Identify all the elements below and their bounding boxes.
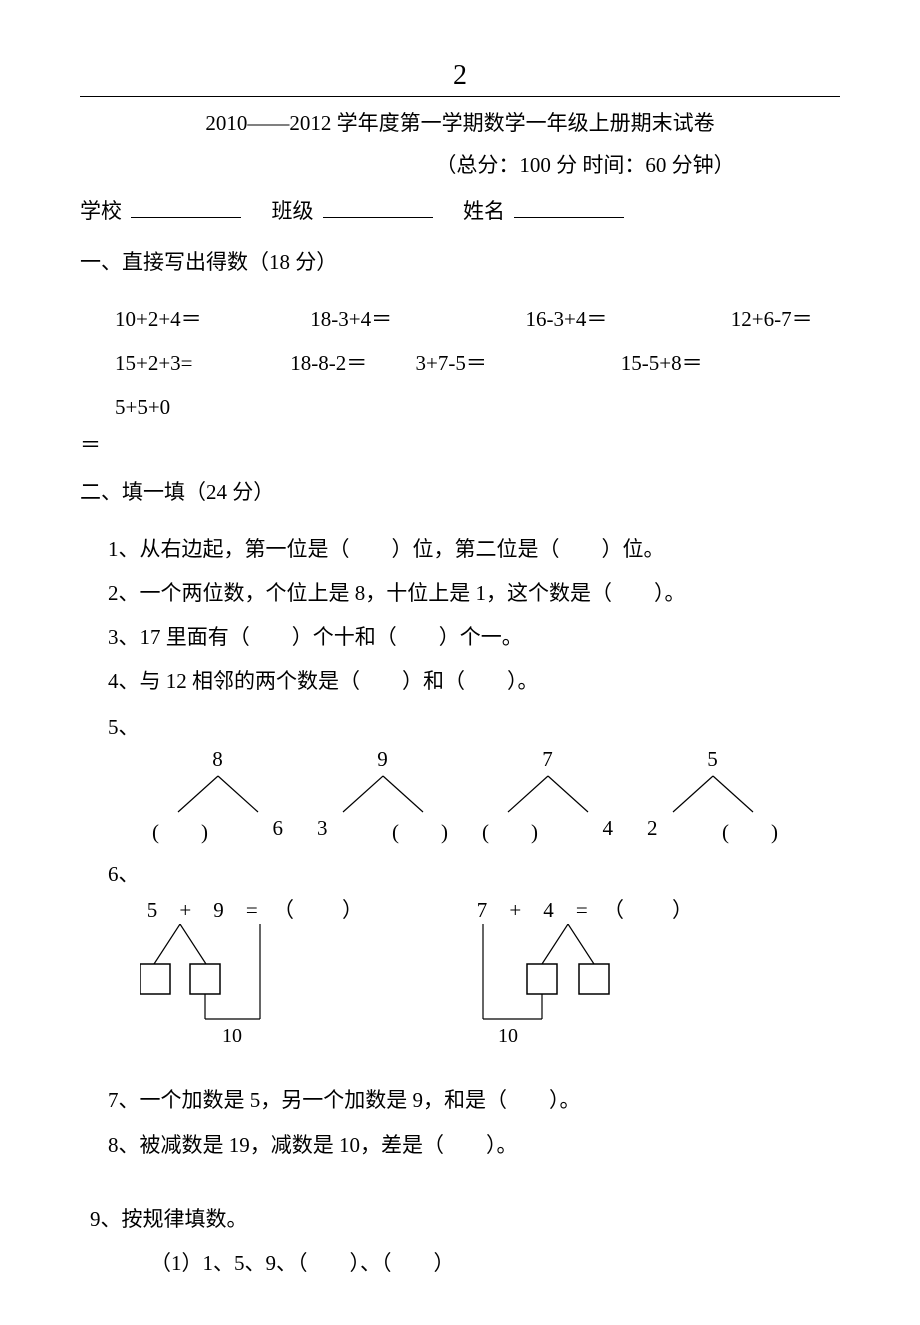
name-label: 姓名 bbox=[463, 199, 505, 223]
bond-2: 9 3 ( ) bbox=[315, 747, 450, 846]
exam-subtitle: （总分：100 分 时间：60 分钟） bbox=[80, 149, 840, 179]
q9-label: 9、按规律填数。 bbox=[80, 1197, 840, 1241]
bond-3-right: 4 bbox=[603, 816, 614, 846]
q4: 4、与 12 相邻的两个数是（ ）和（ ）。 bbox=[80, 659, 840, 703]
bond-3: 7 ( ) 4 bbox=[480, 747, 615, 846]
eq2-svg: 10 bbox=[470, 924, 730, 1054]
bond-4-left: 2 bbox=[647, 816, 658, 846]
q5-label: 5、 bbox=[80, 711, 840, 741]
bond-split-icon bbox=[658, 774, 768, 814]
eq1-svg: 10 bbox=[140, 924, 400, 1054]
section1-row2: 15+2+3= 18-8-2＝ 3+7-5＝ 15-5+8＝ 5+5+0 bbox=[80, 341, 840, 429]
bond-4-top: 5 bbox=[645, 747, 780, 772]
s1-r1-d: 12+6-7＝ bbox=[731, 297, 813, 341]
bond-4-right: ( ) bbox=[722, 816, 778, 846]
exam-title: 2010——2012 学年度第一学期数学一年级上册期末试卷 bbox=[80, 107, 840, 137]
bond-2-top: 9 bbox=[315, 747, 450, 772]
q9-sub1: （1）1、5、9、（ ）、（ ） bbox=[80, 1241, 840, 1285]
bond-1-top: 8 bbox=[150, 747, 285, 772]
bond-split-icon bbox=[493, 774, 603, 814]
s1-r2-a: 15+2+3= bbox=[115, 341, 285, 385]
s1-r2-d: 15-5+8＝ bbox=[621, 341, 831, 385]
bond-1-right: 6 bbox=[273, 816, 284, 846]
q2: 2、一个两位数，个位上是 8，十位上是 1，这个数是（ ）。 bbox=[80, 571, 840, 615]
q5-bonds: 8 ( ) 6 9 3 ( ) 7 ( ) 4 5 bbox=[80, 747, 840, 846]
section2-heading: 二、填一填（24 分） bbox=[80, 473, 840, 513]
section1-heading: 一、直接写出得数（18 分） bbox=[80, 243, 840, 283]
eq-diagram-1: 5 + 9 = （ ） 10 bbox=[140, 894, 400, 1060]
bond-split-icon bbox=[163, 774, 273, 814]
exam-page: 2 2010——2012 学年度第一学期数学一年级上册期末试卷 （总分：100 … bbox=[0, 0, 920, 1325]
eq1-ten: 10 bbox=[222, 1025, 242, 1047]
q8: 8、被减数是 19，减数是 10，差是（ ）。 bbox=[80, 1123, 840, 1167]
q7: 7、一个加数是 5，另一个加数是 9，和是（ ）。 bbox=[80, 1078, 840, 1122]
s1-r3: ＝ bbox=[80, 429, 840, 459]
bond-2-right: ( ) bbox=[392, 816, 448, 846]
bond-2-left: 3 bbox=[317, 816, 328, 846]
student-info-line: 学校 班级 姓名 bbox=[80, 195, 840, 225]
bond-split-icon bbox=[328, 774, 438, 814]
s1-r2-c: 3+7-5＝ bbox=[416, 341, 616, 385]
s1-r2-b: 18-8-2＝ bbox=[290, 341, 410, 385]
class-label: 班级 bbox=[272, 199, 314, 223]
s1-r2-e: 5+5+0 bbox=[115, 385, 170, 429]
q6-label: 6、 bbox=[80, 858, 840, 888]
school-label: 学校 bbox=[80, 199, 122, 223]
bond-1-left: ( ) bbox=[152, 816, 208, 846]
q6-diagrams: 5 + 9 = （ ） 10 bbox=[80, 894, 840, 1060]
class-blank bbox=[323, 196, 433, 218]
bond-1: 8 ( ) 6 bbox=[150, 747, 285, 846]
bond-3-left: ( ) bbox=[482, 816, 538, 846]
s1-r1-c: 16-3+4＝ bbox=[526, 297, 726, 341]
eq2-ten: 10 bbox=[498, 1025, 518, 1047]
q1: 1、从右边起，第一位是（ ）位，第二位是（ ）位。 bbox=[80, 527, 840, 571]
s1-r1-b: 18-3+4＝ bbox=[310, 297, 520, 341]
name-blank bbox=[514, 196, 624, 218]
q3: 3、17 里面有（ ）个十和（ ）个一。 bbox=[80, 615, 840, 659]
page-number: 2 bbox=[80, 60, 840, 92]
s1-r1-a: 10+2+4＝ bbox=[115, 297, 305, 341]
school-blank bbox=[131, 196, 241, 218]
bond-3-top: 7 bbox=[480, 747, 615, 772]
title-rule bbox=[80, 96, 840, 97]
eq-diagram-2: 7 + 4 = （ ） 10 bbox=[470, 894, 730, 1060]
section1-row1: 10+2+4＝ 18-3+4＝ 16-3+4＝ 12+6-7＝ bbox=[80, 297, 840, 341]
bond-4: 5 2 ( ) bbox=[645, 747, 780, 846]
